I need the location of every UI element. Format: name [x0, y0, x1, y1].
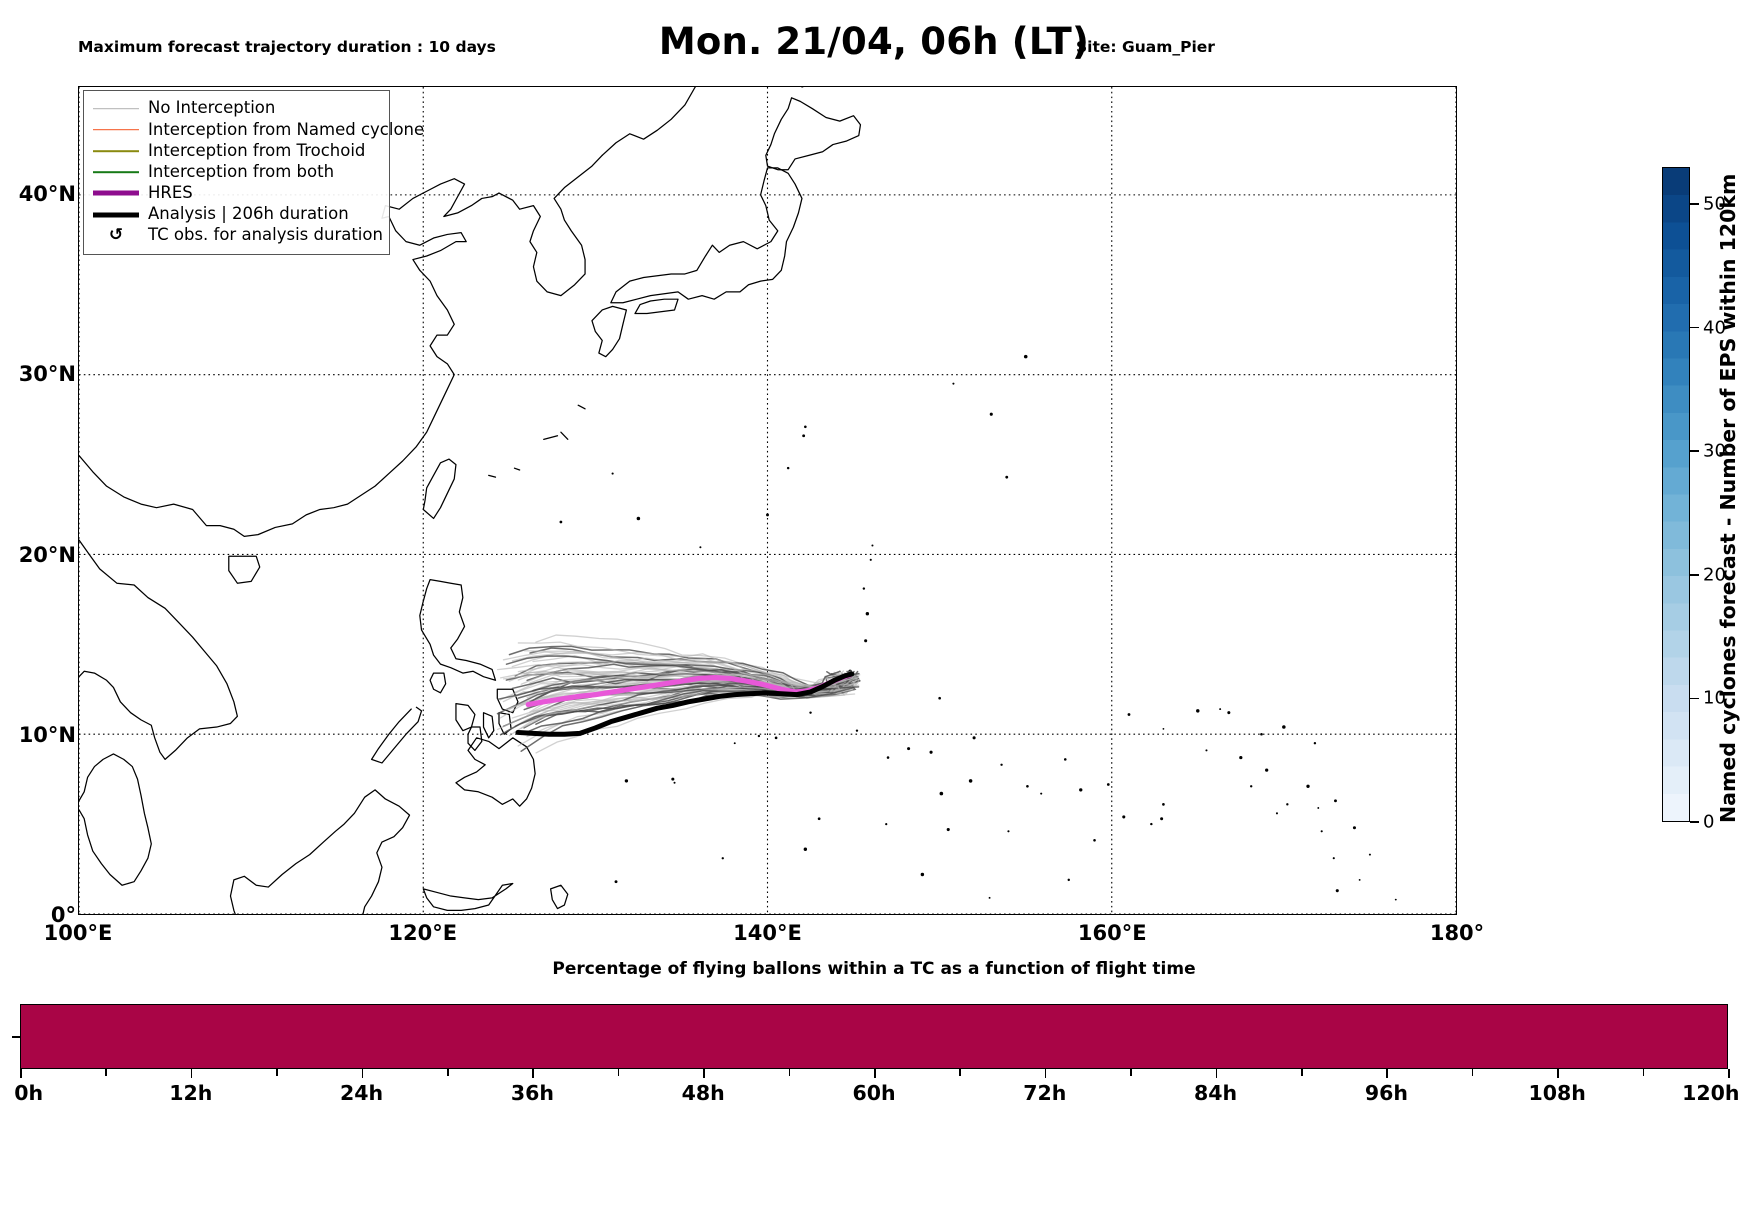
time-axis-label: 24h — [340, 1081, 383, 1105]
time-axis-label: 84h — [1194, 1081, 1237, 1105]
time-axis-minor-tick — [618, 1069, 620, 1076]
lon-tick-label: 160°E — [1078, 921, 1147, 945]
time-axis-tick — [874, 1069, 876, 1078]
percentage-bar-y-tick — [12, 1036, 20, 1038]
time-axis-tick — [532, 1069, 534, 1078]
lat-tick-label: 40°N — [19, 182, 76, 206]
colorbar-title: Named cyclones forecast - Number of EPS … — [1716, 178, 1740, 818]
time-axis-minor-tick — [1301, 1069, 1303, 1076]
lat-tick-label: 20°N — [19, 543, 76, 567]
legend-item[interactable]: No Interception — [93, 98, 380, 119]
time-axis-label: 108h — [1528, 1081, 1585, 1105]
time-axis-tick — [362, 1069, 364, 1078]
time-axis-label: 0h — [14, 1081, 43, 1105]
lon-tick-label: 140°E — [733, 921, 802, 945]
lon-tick-label: 100°E — [44, 921, 113, 945]
lat-tick-label: 30°N — [19, 362, 76, 386]
legend-item-label: No Interception — [148, 100, 275, 117]
legend-item[interactable]: Interception from both — [93, 162, 380, 183]
percentage-bar-caption: Percentage of flying ballons within a TC… — [0, 959, 1748, 979]
lon-tick-label: 120°E — [388, 921, 457, 945]
colorbar-tick — [1690, 203, 1699, 205]
legend-item[interactable]: Interception from Trochoid — [93, 140, 380, 161]
legend-item-label: Interception from both — [148, 164, 334, 181]
time-axis-tick — [20, 1069, 22, 1078]
colorbar-tick — [1690, 574, 1699, 576]
time-axis-minor-tick — [1130, 1069, 1132, 1076]
legend-color-swatch — [93, 186, 139, 200]
time-axis-label: 48h — [682, 1081, 725, 1105]
time-axis-label: 72h — [1023, 1081, 1066, 1105]
cyclone-icon: ↺ — [93, 227, 139, 244]
legend-item-label: Analysis | 206h duration — [148, 206, 349, 223]
time-axis-minor-tick — [105, 1069, 107, 1076]
colorbar-tick — [1690, 821, 1699, 823]
legend-color-swatch — [93, 123, 139, 137]
legend-item[interactable]: HRES — [93, 183, 380, 204]
time-axis-minor-tick — [959, 1069, 961, 1076]
time-axis-label: 36h — [511, 1081, 554, 1105]
time-axis-tick — [703, 1069, 705, 1078]
lat-tick-label: 10°N — [19, 723, 76, 747]
time-axis-minor-tick — [789, 1069, 791, 1076]
colorbar-tick — [1690, 327, 1699, 329]
colorbar-tick-label: 0 — [1703, 812, 1714, 833]
legend-color-swatch — [93, 102, 139, 116]
time-axis-tick — [1728, 1069, 1730, 1078]
legend-item[interactable]: Interception from Named cyclone — [93, 119, 380, 140]
colorbar-tick — [1690, 698, 1699, 700]
time-axis-label: 60h — [852, 1081, 895, 1105]
time-axis-tick — [1557, 1069, 1559, 1078]
time-axis-label: 120h — [1682, 1081, 1739, 1105]
time-axis-label: 96h — [1365, 1081, 1408, 1105]
time-axis-tick — [191, 1069, 193, 1078]
legend-color-swatch — [93, 144, 139, 158]
legend-item-label: TC obs. for analysis duration — [148, 227, 383, 244]
legend-item-label: HRES — [148, 185, 193, 202]
percentage-bar-panel[interactable] — [20, 1004, 1728, 1069]
colorbar-gradient — [1662, 167, 1690, 822]
page-title: Mon. 21/04, 06h (LT) — [0, 20, 1748, 63]
map-legend[interactable]: No Interception Interception from Named c… — [83, 90, 390, 255]
colorbar-tick — [1690, 450, 1699, 452]
legend-color-swatch — [93, 208, 139, 222]
time-axis-tick — [1216, 1069, 1218, 1078]
lon-tick-label: 180° — [1430, 921, 1484, 945]
legend-item[interactable]: Analysis | 206h duration — [93, 204, 380, 225]
time-axis-tick — [1386, 1069, 1388, 1078]
time-axis-minor-tick — [276, 1069, 278, 1076]
legend-item-label: Interception from Named cyclone — [148, 122, 424, 139]
percentage-bar-fill — [21, 1005, 1727, 1068]
legend-item[interactable]: ↺ TC obs. for analysis duration — [93, 225, 380, 246]
time-axis-minor-tick — [1643, 1069, 1645, 1076]
legend-color-swatch — [93, 165, 139, 179]
colorbar[interactable]: 0 10 20 30 40 50 — [1662, 167, 1690, 822]
time-axis-minor-tick — [447, 1069, 449, 1076]
time-axis-tick — [1045, 1069, 1047, 1078]
time-axis-minor-tick — [1472, 1069, 1474, 1076]
legend-item-label: Interception from Trochoid — [148, 143, 365, 160]
time-axis-label: 12h — [169, 1081, 212, 1105]
